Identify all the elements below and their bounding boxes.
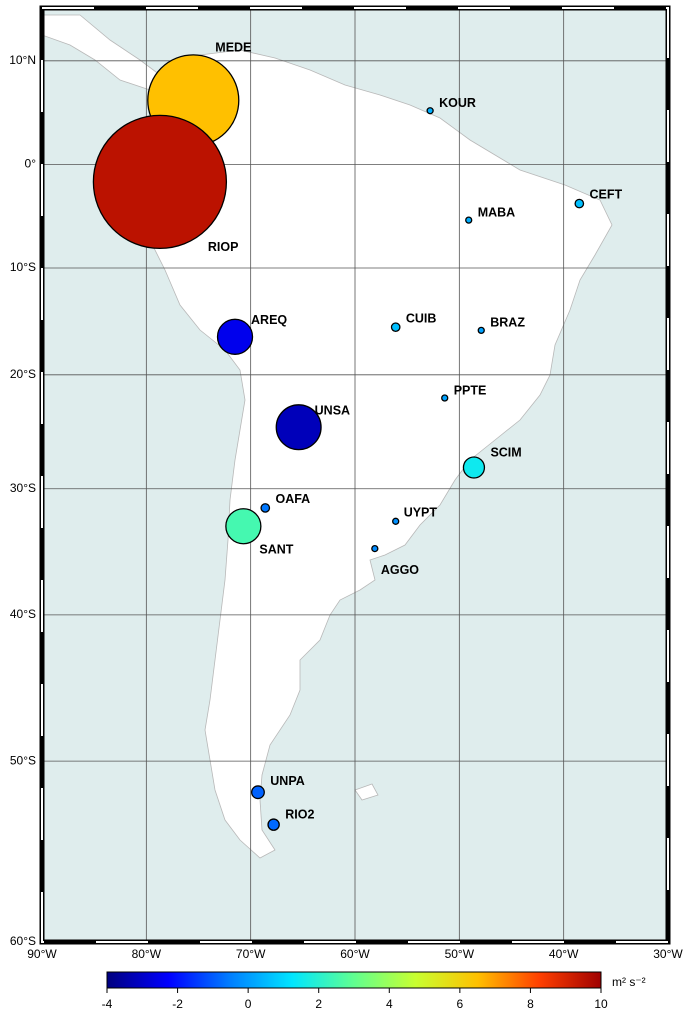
station-label: MEDE <box>215 41 251 55</box>
station-marker <box>251 785 265 800</box>
x-tick-label: 30°W <box>653 947 683 961</box>
station-label: MABA <box>478 205 516 219</box>
station-marker <box>426 107 434 115</box>
colorbar-tick-label: 8 <box>527 997 534 1011</box>
stations: MEDE RIOP KOUR CEFT MABA AREQ CUIB BRAZ PPTE UNSA… <box>92 41 623 831</box>
station-label: OAFA <box>275 492 310 506</box>
station-marker <box>574 198 585 209</box>
y-tick-label: 10°N <box>9 53 36 67</box>
station-marker <box>392 517 400 525</box>
station-label: KOUR <box>439 96 476 110</box>
colorbar-tick-label: 0 <box>245 997 252 1011</box>
station-label: UYPT <box>404 506 438 520</box>
x-tick-label: 90°W <box>27 947 57 961</box>
y-tick-label: 50°S <box>10 753 36 767</box>
station-marker <box>92 114 228 250</box>
station-marker <box>465 216 473 224</box>
station-label: RIOP <box>208 240 239 254</box>
station-marker <box>441 394 449 402</box>
x-tick-label: 70°W <box>236 947 266 961</box>
colorbar-tick-label: 2 <box>315 997 322 1011</box>
station-label: AGGO <box>381 563 419 577</box>
y-tick-label: 0° <box>25 157 37 171</box>
x-tick-label: 50°W <box>445 947 475 961</box>
colorbar-tick-label: 6 <box>457 997 464 1011</box>
station-label: PPTE <box>454 383 487 397</box>
colorbar-tick-label: -2 <box>172 997 183 1011</box>
station-label: UNSA <box>315 403 350 417</box>
station-label: RIO2 <box>285 807 314 821</box>
station-marker <box>477 326 485 335</box>
y-tick-label: 20°S <box>10 367 36 381</box>
station-marker <box>225 508 262 545</box>
station-marker <box>390 322 401 333</box>
y-tick-label: 40°S <box>10 607 36 621</box>
colorbar-unit: m² s⁻² <box>612 975 646 989</box>
y-tick-label: 10°S <box>10 260 36 274</box>
colorbar-tick-label: -4 <box>102 997 113 1011</box>
x-tick-label: 60°W <box>340 947 370 961</box>
station-marker <box>371 544 379 553</box>
station-label: AREQ <box>251 313 287 327</box>
x-tick-label: 80°W <box>132 947 162 961</box>
station-label: SCIM <box>490 445 521 459</box>
station-label: CUIB <box>406 311 437 325</box>
station-marker <box>275 404 322 451</box>
station-label: SANT <box>259 543 293 557</box>
station-marker <box>462 456 486 479</box>
x-tick-label: 40°W <box>549 947 579 961</box>
station-marker <box>216 318 254 355</box>
y-tick-label: 60°S <box>10 934 36 948</box>
colorbar-tick-label: 10 <box>594 997 608 1011</box>
frame-ticks <box>41 7 669 943</box>
station-label: CEFT <box>590 188 623 202</box>
colorbar-tick-label: 4 <box>386 997 393 1011</box>
station-marker <box>260 503 271 513</box>
station-label: BRAZ <box>490 316 525 330</box>
station-label: UNPA <box>270 774 305 788</box>
y-tick-label: 30°S <box>10 481 36 495</box>
station-marker <box>267 818 280 831</box>
colorbar <box>106 971 602 989</box>
